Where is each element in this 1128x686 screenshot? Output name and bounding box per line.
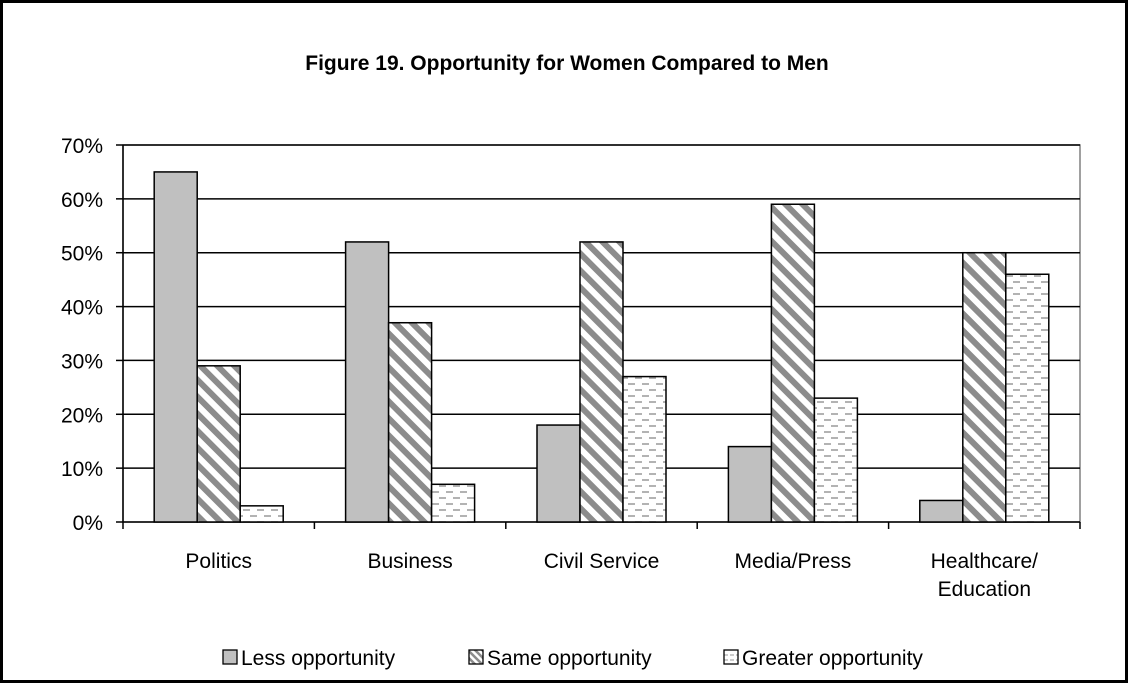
bar-same-opportunity	[962, 251, 1007, 523]
y-tick-label: 50%	[61, 243, 103, 266]
x-tick-label: Civil Service	[544, 550, 660, 573]
bar-less-opportunity	[153, 171, 198, 523]
legend-item: Same opportunity	[468, 647, 652, 670]
legend-swatch	[468, 649, 484, 665]
legend-item: Greater opportunity	[723, 647, 923, 670]
y-tick-label: 20%	[61, 404, 103, 427]
legend-item: Less opportunity	[222, 647, 396, 670]
bar-less-opportunity	[727, 445, 773, 523]
legend-label: Less opportunity	[241, 647, 396, 670]
bar-greater-opportunity	[622, 375, 667, 523]
bar-greater-opportunity	[430, 483, 476, 523]
legend-label: Greater opportunity	[742, 647, 923, 670]
x-tick-label: Media/Press	[735, 550, 852, 573]
x-tick-label: Business	[367, 550, 452, 573]
y-tick-label: 10%	[61, 458, 103, 481]
x-axis-labels: Politics Business Civil Service Media/Press…	[185, 550, 1038, 601]
x-tick-label: Politics	[185, 550, 252, 573]
y-tick-label: 30%	[61, 350, 103, 373]
y-tick-label: 60%	[61, 189, 103, 212]
bar-greater-opportunity	[1005, 273, 1050, 523]
bar-same-opportunity	[196, 365, 241, 523]
bar-greater-opportunity	[813, 397, 859, 523]
bar-less-opportunity	[344, 241, 390, 523]
y-axis-labels: 0% 10% 20% 30% 40% 50% 60% 70%	[61, 135, 103, 535]
bar-same-opportunity	[579, 241, 624, 523]
bar-same-opportunity	[387, 321, 433, 523]
bar-chart: Figure 19. Opportunity for Women Compare…	[61, 52, 1081, 670]
y-tick-label: 0%	[73, 512, 103, 535]
y-tick-label: 40%	[61, 297, 103, 320]
legend-swatch	[222, 649, 238, 665]
legend-swatch	[723, 649, 739, 665]
legend: Less opportunity Same opportunity Greater …	[222, 647, 923, 670]
bar-less-opportunity	[536, 424, 581, 523]
legend-label: Same opportunity	[487, 647, 652, 670]
y-tick-label: 70%	[61, 135, 103, 158]
chart-title: Figure 19. Opportunity for Women Compare…	[305, 52, 828, 75]
x-tick-label: Healthcare/Education	[931, 550, 1039, 601]
bar-same-opportunity	[770, 203, 816, 523]
bars	[153, 171, 1050, 523]
bar-greater-opportunity	[239, 505, 284, 523]
bar-less-opportunity	[919, 499, 964, 523]
